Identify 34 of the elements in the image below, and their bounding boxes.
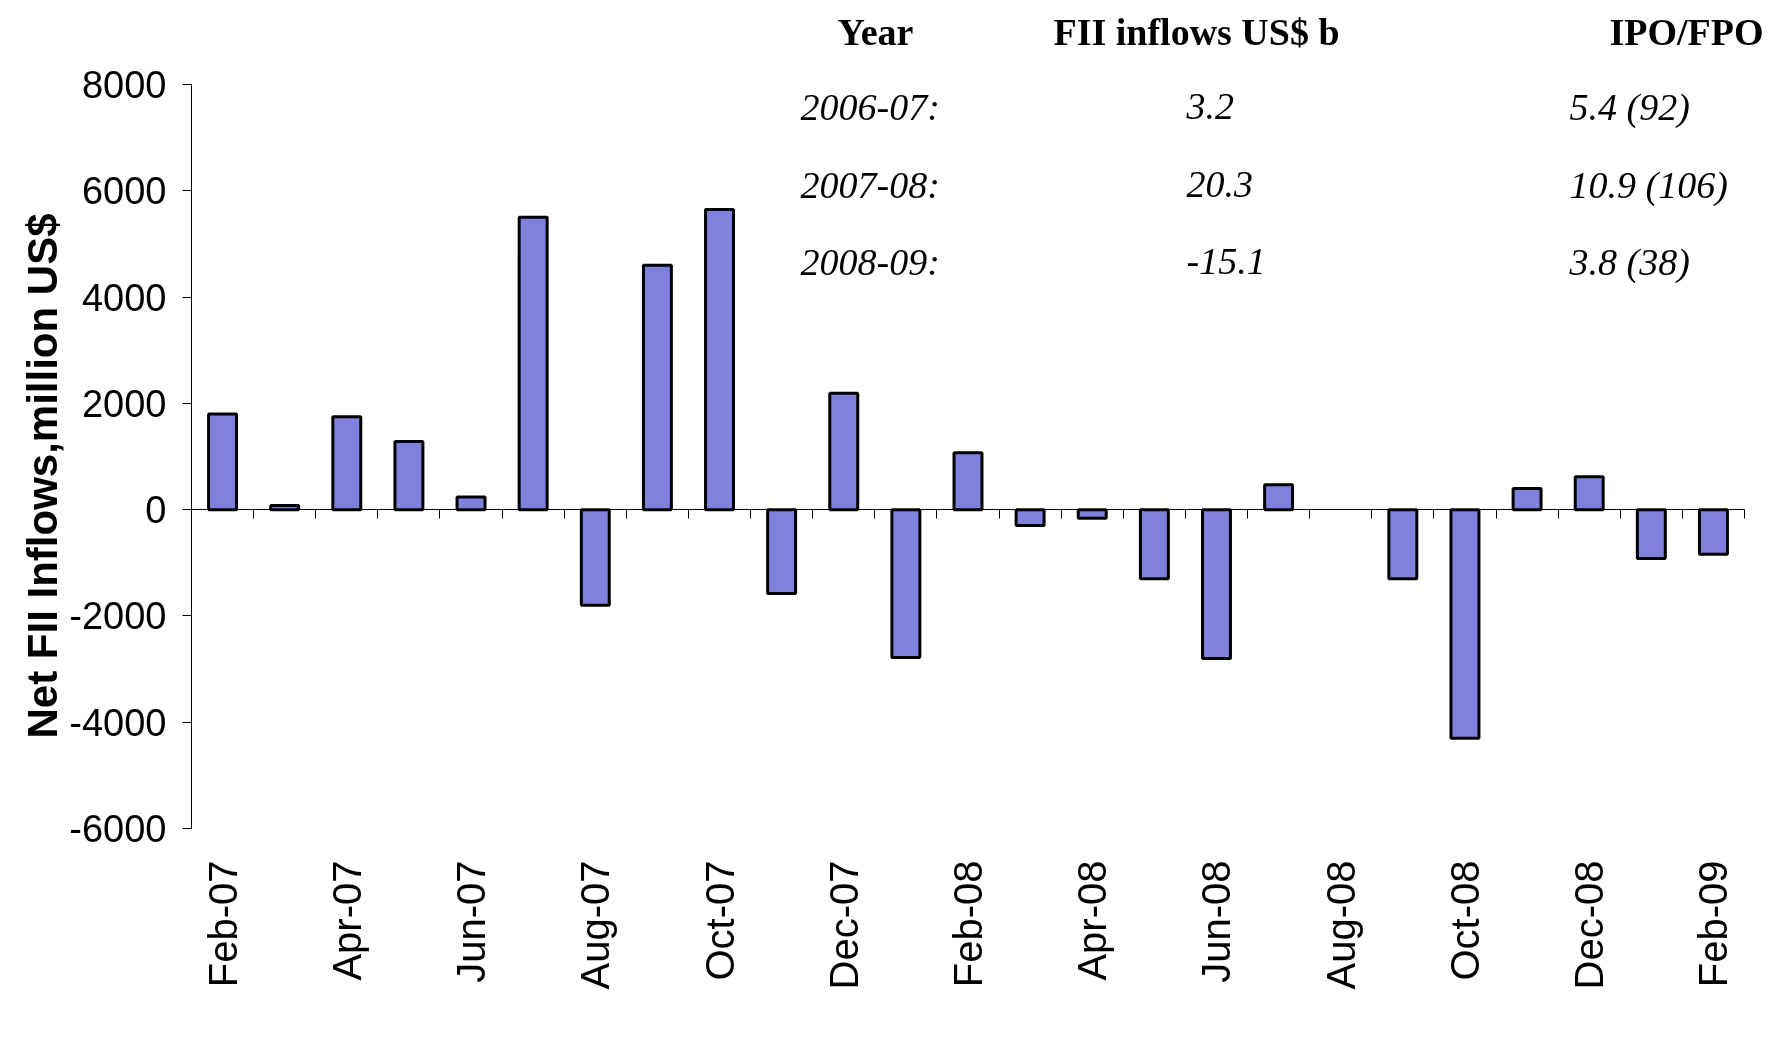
y-tick-label: 8000: [81, 64, 167, 106]
y-tick-label: 2000: [81, 382, 167, 425]
annotation: -15.1: [1186, 240, 1266, 282]
annotation: 3.2: [1185, 85, 1234, 127]
annotation: 2006-07:: [800, 85, 940, 128]
x-tick-label: Apr-07: [324, 860, 369, 981]
annotation: 5.4 (92): [1569, 85, 1690, 129]
x-tick-label: Dec-08: [1567, 860, 1612, 990]
annotation: 2007-08:: [800, 163, 940, 206]
text: FII inflows US$ b: [1053, 10, 1340, 53]
y-tick-label: 6000: [81, 170, 167, 213]
annotation: 3.8 (38): [1568, 240, 1690, 284]
x-tick-label: Feb-07: [200, 860, 245, 988]
x-tick-label: Feb-08: [946, 860, 990, 988]
y-tick-label: 0: [145, 489, 167, 532]
text: Year: [837, 10, 914, 53]
y-tick-label: -2000: [69, 595, 167, 638]
annotation: 2008-09:: [800, 240, 940, 283]
x-tick-label: Aug-08: [1318, 860, 1363, 990]
y-tick-label: 4000: [81, 276, 167, 319]
x-tick-label: Aug-07: [573, 860, 618, 990]
y-axis-title: Net FII Inflows,million US$: [18, 213, 66, 739]
x-tick-label: Feb-09: [1691, 860, 1736, 988]
annotation: 20.3: [1186, 163, 1253, 205]
x-tick-label: Apr-08: [1070, 860, 1115, 981]
text: IPO/FPO: [1609, 10, 1764, 53]
y-tick-label: -6000: [69, 808, 167, 850]
x-tick-label: Oct-07: [697, 860, 742, 981]
annotation: 10.9 (106): [1569, 163, 1728, 207]
x-tick-label: Jun-08: [1194, 860, 1239, 983]
x-tick-label: Dec-07: [821, 860, 866, 990]
x-tick-label: Oct-08: [1442, 860, 1487, 981]
y-tick-label: -4000: [69, 701, 167, 744]
x-tick-label: Jun-07: [449, 860, 494, 983]
